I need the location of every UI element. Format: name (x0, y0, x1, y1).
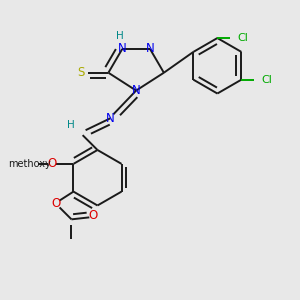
Text: Cl: Cl (262, 75, 273, 85)
Text: N: N (146, 42, 154, 56)
Text: Cl: Cl (238, 33, 249, 43)
Text: O: O (51, 197, 60, 210)
Text: N: N (118, 42, 127, 56)
Text: N: N (106, 112, 115, 125)
Text: S: S (77, 66, 84, 79)
Text: methoxy: methoxy (8, 159, 51, 169)
Text: H: H (116, 31, 124, 41)
Text: O: O (47, 158, 56, 170)
Text: H: H (67, 120, 75, 130)
Text: N: N (132, 84, 140, 97)
Text: O: O (89, 209, 98, 222)
